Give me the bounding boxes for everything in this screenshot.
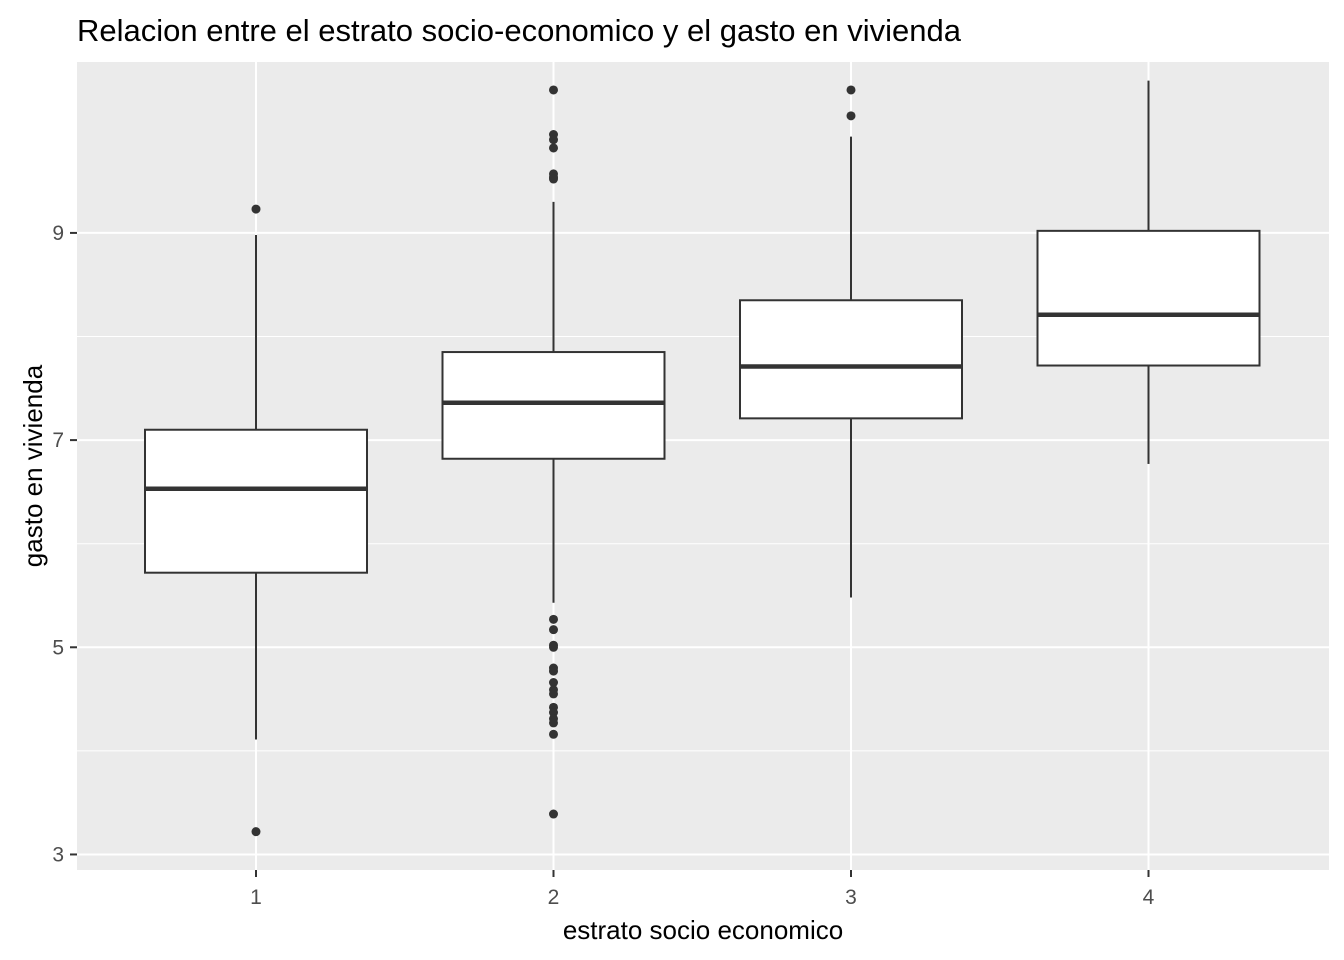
x-tick-label: 4 bbox=[1143, 886, 1155, 909]
outlier-point bbox=[549, 135, 558, 145]
outlier-point bbox=[549, 614, 558, 624]
outlier-point bbox=[549, 809, 558, 819]
x-axis: 1 2 3 4 bbox=[250, 870, 1155, 909]
y-tick-label: 3 bbox=[52, 843, 64, 866]
outlier-point bbox=[549, 85, 558, 95]
outlier-point bbox=[251, 827, 261, 837]
y-axis: 3 5 7 9 bbox=[52, 222, 77, 866]
x-tick-label: 1 bbox=[250, 886, 262, 909]
outlier-point bbox=[549, 642, 558, 652]
outlier-point bbox=[549, 708, 558, 718]
y-tick-label: 5 bbox=[52, 636, 64, 659]
x-axis-title: estrato socio economico bbox=[563, 915, 843, 945]
chart-title: Relacion entre el estrato socio-economic… bbox=[77, 13, 962, 48]
outlier-point bbox=[549, 625, 558, 635]
outlier-point bbox=[549, 718, 558, 728]
x-tick-label: 3 bbox=[845, 886, 857, 909]
y-axis-title: gasto en vivienda bbox=[18, 364, 48, 567]
outlier-point bbox=[549, 143, 558, 153]
outlier-point bbox=[549, 678, 558, 688]
outlier-point bbox=[846, 111, 856, 121]
outlier-point bbox=[549, 729, 558, 739]
outlier-point bbox=[549, 689, 558, 699]
box bbox=[441, 351, 666, 460]
boxplot-3 bbox=[739, 85, 963, 598]
boxplot-1 bbox=[144, 204, 368, 837]
y-tick-label: 7 bbox=[52, 429, 64, 452]
outlier-point bbox=[549, 174, 558, 184]
boxplot-2 bbox=[441, 85, 666, 819]
box bbox=[144, 428, 368, 574]
box bbox=[739, 299, 963, 420]
boxplot-4 bbox=[1036, 80, 1261, 464]
boxplots bbox=[144, 80, 1261, 837]
y-tick-label: 9 bbox=[52, 222, 64, 245]
x-tick-label: 2 bbox=[548, 886, 560, 909]
outlier-point bbox=[251, 204, 261, 214]
box bbox=[1036, 229, 1261, 367]
outlier-point bbox=[846, 85, 856, 95]
outlier-point bbox=[549, 666, 558, 676]
